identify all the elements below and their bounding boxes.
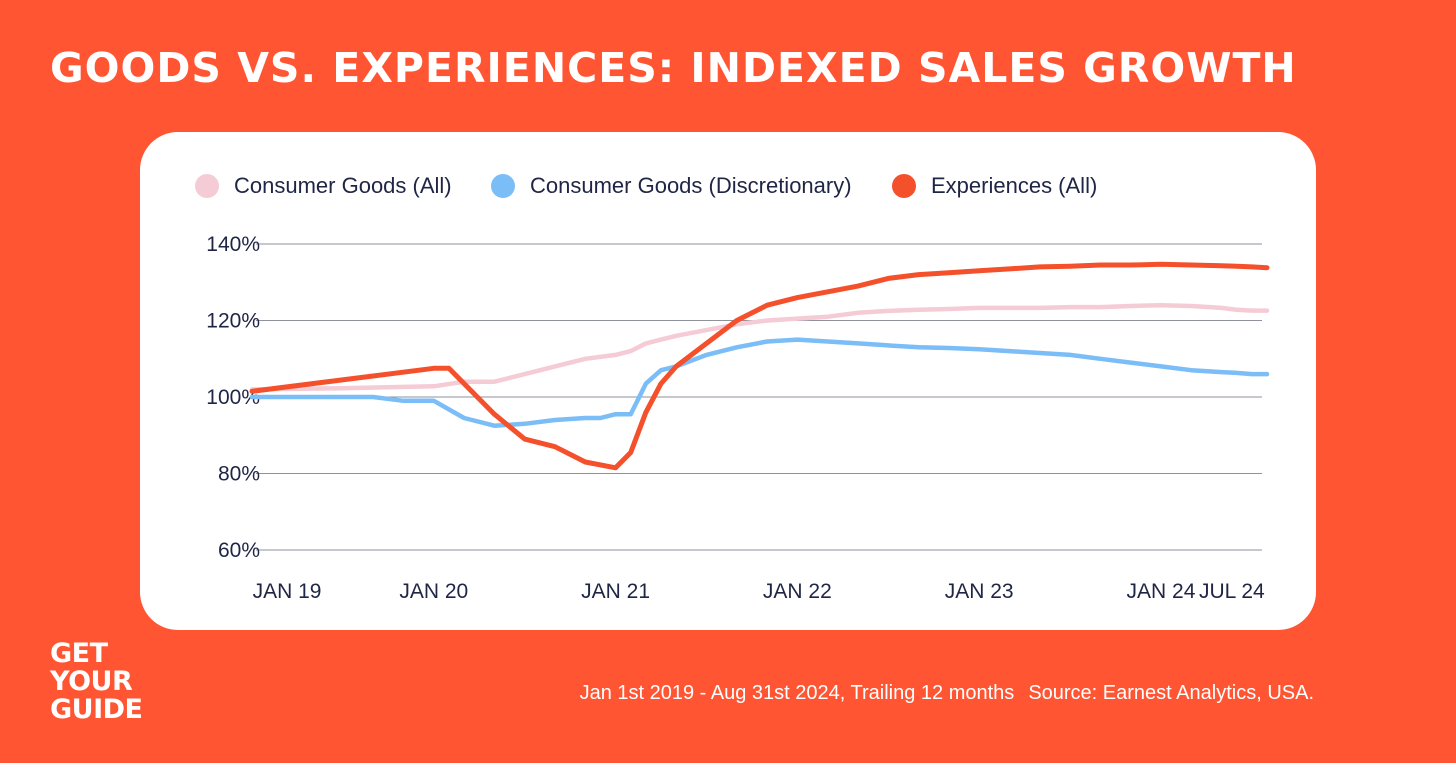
date-range-note: Jan 1st 2019 - Aug 31st 2024, Trailing 1…: [579, 682, 1015, 704]
y-tick-label: 80%: [218, 463, 260, 486]
x-tick-label: JAN 21: [581, 580, 650, 603]
legend-label: Consumer Goods (Discretionary): [530, 173, 852, 198]
x-tick-label: JAN 20: [399, 580, 468, 603]
series-line: [249, 302, 1270, 392]
legend-label: Experiences (All): [931, 173, 1097, 198]
y-tick-label: 140%: [206, 233, 260, 256]
legend-marker: [491, 174, 515, 198]
line-chart: 60% 80% 100% 120% 140% JAN 19 JAN 20 JAN 21 JAN …: [195, 173, 1270, 603]
legend-label: Consumer Goods (All): [234, 173, 452, 198]
chart-title: GOODS VS. EXPERIENCES: INDEXED SALES GRO…: [50, 44, 1297, 92]
y-tick-label: 100%: [206, 386, 260, 409]
logo-line-1: GET: [50, 638, 108, 669]
legend-marker: [195, 174, 219, 198]
series-line: [249, 337, 1270, 428]
logo-line-3: GUIDE: [50, 694, 143, 725]
x-tick-label: JAN 19: [253, 580, 322, 603]
x-tick-label: JAN 22: [763, 580, 832, 603]
x-tick-label: JAN 24: [1127, 580, 1196, 603]
y-tick-label: 120%: [206, 310, 260, 333]
getyourguide-logo: GET YOUR GUIDE: [50, 640, 143, 724]
y-tick-label: 60%: [218, 539, 260, 562]
logo-line-2: YOUR: [50, 666, 133, 697]
source-note: Source: Earnest Analytics, USA.: [1028, 682, 1314, 704]
x-tick-label: JUL 24: [1199, 580, 1265, 603]
x-tick-label: JAN 23: [945, 580, 1014, 603]
legend-marker: [892, 174, 916, 198]
series-line: [249, 261, 1270, 471]
chart-card: 60% 80% 100% 120% 140% JAN 19 JAN 20 JAN 21 JAN …: [140, 132, 1316, 630]
chart-footnote: Jan 1st 2019 - Aug 31st 2024, Trailing 1…: [580, 682, 1314, 705]
